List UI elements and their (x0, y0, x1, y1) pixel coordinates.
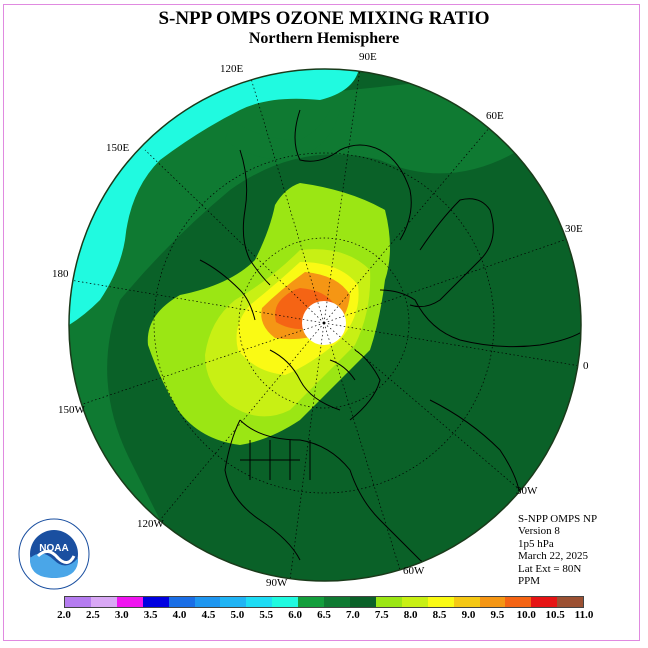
color-swatch (531, 597, 558, 607)
color-scale-tick-label: 7.5 (374, 609, 389, 621)
lon-label-150e: 150E (106, 142, 130, 154)
color-scale-tick-label: 10.0 (516, 609, 536, 621)
mid-green-region (69, 69, 581, 560)
graticule (69, 69, 581, 581)
lon-label-30e: 30E (565, 223, 583, 235)
color-scale-tick-label: 2.0 (57, 609, 71, 621)
lon-label-120w: 120W (137, 518, 164, 530)
color-scale-tick-label: 4.5 (201, 609, 216, 621)
color-swatch (324, 597, 350, 607)
info-units: PPM (518, 575, 541, 588)
lon-label-180: 180 (52, 268, 69, 280)
lon-label-150w: 150W (58, 404, 85, 416)
lon-label-60w: 60W (403, 565, 425, 577)
plot-frame (3, 4, 640, 641)
info-lat-ext: Lat Ext = 80N (518, 562, 582, 575)
product-info: S-NPP OMPS NP Version 8 1p5 hPa March 22… (518, 513, 597, 587)
color-swatch (557, 597, 584, 607)
color-swatch (194, 597, 221, 607)
color-swatch (401, 597, 428, 607)
color-swatch (220, 597, 247, 607)
page-subtitle: Northern Hemisphere (248, 30, 400, 47)
lon-label-30w: 30W (516, 485, 538, 497)
color-swatch (90, 597, 117, 607)
color-swatch (298, 597, 325, 607)
info-date: March 22, 2025 (518, 550, 588, 563)
color-scale-tick-label: 8.0 (403, 609, 418, 621)
color-scale-tick-label: 7.0 (346, 609, 360, 621)
lon-label-60e: 60E (486, 110, 504, 122)
logo-text: NOAA (39, 543, 68, 554)
aqua-thin-band (225, 110, 340, 160)
color-scale-tick-label: 5.5 (259, 609, 274, 621)
color-swatch (116, 597, 143, 607)
lon-label-0: 0 (583, 360, 589, 372)
color-scale-tick-label: 9.0 (461, 609, 476, 621)
color-swatch (168, 597, 195, 607)
lon-label-90e: 90E (359, 51, 377, 63)
color-scale-tick-label: 2.5 (86, 609, 100, 621)
color-scale-tick-label: 11.0 (574, 609, 594, 621)
info-product: S-NPP OMPS NP (518, 513, 598, 525)
color-swatch (65, 597, 91, 607)
lon-label-120e: 120E (220, 63, 244, 75)
color-scale-tick-label: 6.5 (317, 609, 331, 621)
color-swatch (272, 597, 299, 607)
map-border (68, 68, 582, 582)
color-scale-tick-label: 3.5 (143, 609, 158, 621)
color-swatch (375, 597, 402, 607)
color-swatch (246, 597, 273, 607)
lon-label-90w: 90W (266, 577, 288, 589)
page-title: S-NPP OMPS OZONE MIXING RATIO (158, 8, 490, 29)
info-version: Version 8 (518, 525, 560, 538)
coastlines (199, 109, 581, 581)
color-swatch (453, 597, 480, 607)
color-scale-tick-label: 6.0 (288, 609, 302, 621)
color-swatch (349, 597, 376, 607)
color-swatch (142, 597, 169, 607)
noaa-logo: NOAA (18, 518, 90, 590)
color-scale-bar (64, 596, 584, 608)
color-scale-tick-label: 3.0 (114, 609, 129, 621)
color-scale-tick-label: 4.0 (172, 609, 187, 621)
color-scale-tick-label: 5.0 (230, 609, 245, 621)
color-swatch (505, 597, 532, 607)
color-swatch (427, 597, 454, 607)
color-scale-tick-label: 8.5 (432, 609, 447, 621)
color-scale-tick-label: 9.5 (490, 609, 505, 621)
color-swatch (479, 597, 506, 607)
color-scale-tick-label: 10.5 (545, 609, 565, 621)
info-pressure: 1p5 hPa (518, 537, 554, 550)
